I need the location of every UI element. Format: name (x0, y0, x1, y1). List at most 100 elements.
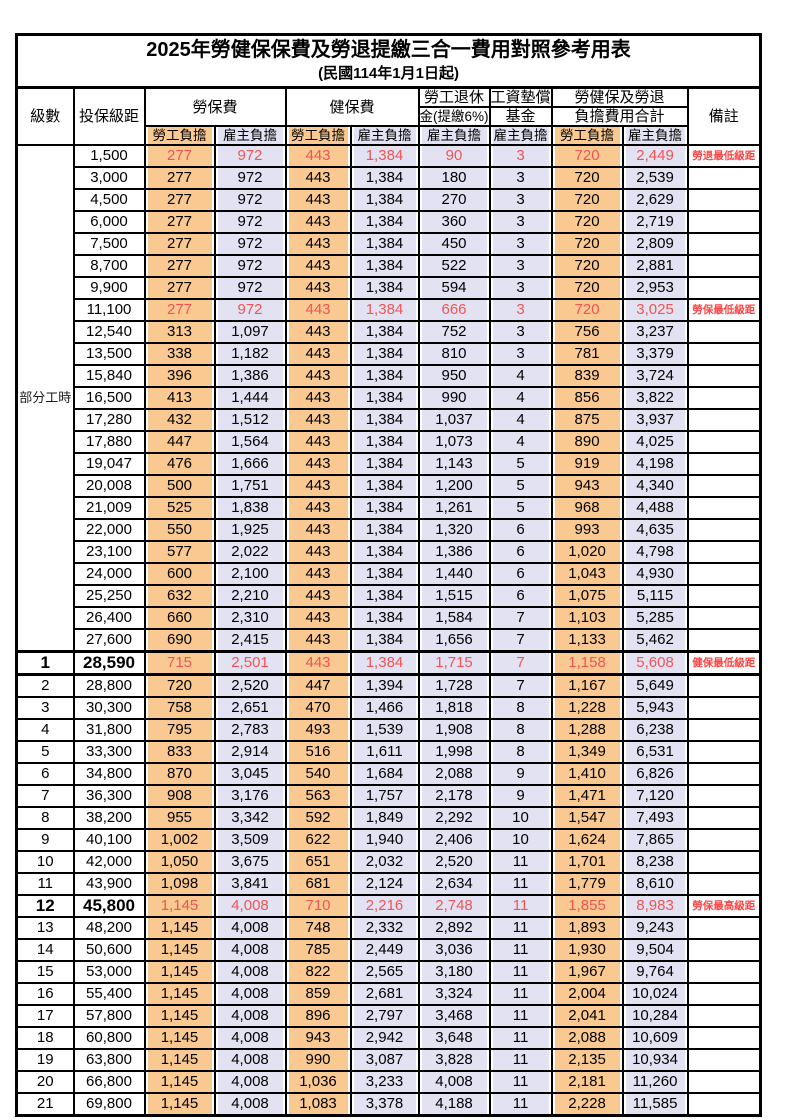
table-row: 8,700 277 972 443 1,384 522 3 720 2,881 (17, 254, 762, 278)
cell-wage-fund-employer: 9 (488, 784, 553, 808)
cell-total-employee: 1,133 (550, 628, 624, 653)
cell-total-employee: 1,701 (550, 850, 624, 874)
cell-labor-employer: 972 (213, 144, 287, 168)
cell-pension-employer: 1,908 (417, 718, 491, 742)
cell-labor-employee: 277 (143, 254, 216, 278)
cell-bracket: 30,300 (72, 696, 146, 720)
cell-remark (686, 960, 762, 984)
table-row: 21 69,800 1,145 4,008 1,083 3,378 4,188 11 2,228… (15, 1092, 762, 1117)
cell-total-employee: 720 (550, 298, 624, 322)
cell-remark (686, 628, 762, 653)
cell-labor-employee: 313 (143, 320, 216, 344)
cell-total-employee: 1,855 (550, 894, 624, 918)
cell-remark (686, 584, 762, 608)
cell-labor-employer: 3,675 (213, 850, 287, 874)
cell-total-employer: 4,198 (621, 452, 689, 476)
table-row: 6 34,800 870 3,045 540 1,684 2,088 9 1,410 6,826 (15, 762, 762, 786)
cell-health-employee: 748 (284, 916, 352, 940)
cell-wage-fund-employer: 3 (488, 254, 553, 278)
cell-health-employer: 2,942 (349, 1026, 420, 1050)
cell-bracket: 20,008 (72, 474, 146, 498)
cell-pension-employer: 450 (417, 232, 491, 256)
cell-labor-employee: 525 (143, 496, 216, 520)
cell-health-employer: 2,449 (349, 938, 420, 962)
cell-labor-employer: 972 (213, 232, 287, 256)
cell-total-employee: 1,349 (550, 740, 624, 764)
cell-pension-employer: 2,406 (417, 828, 491, 852)
cell-total-employer: 2,953 (621, 276, 689, 300)
table-row: 16 55,400 1,145 4,008 859 2,681 3,324 11 2,004 10… (15, 982, 762, 1006)
cell-labor-employee: 1,145 (143, 938, 216, 962)
cell-labor-employer: 2,310 (213, 606, 287, 630)
cell-total-employee: 856 (550, 386, 624, 410)
cell-remark (686, 718, 762, 742)
cell-health-employer: 1,384 (349, 342, 420, 366)
cell-pension-employer: 522 (417, 254, 491, 278)
cell-bracket: 57,800 (72, 1004, 146, 1028)
table-row: 7,500 277 972 443 1,384 450 3 720 2,809 (17, 232, 762, 256)
cell-wage-fund-employer: 11 (488, 938, 553, 962)
cell-bracket: 19,047 (72, 452, 146, 476)
cell-wage-fund-employer: 10 (488, 806, 553, 830)
cell-labor-employee: 1,145 (143, 1070, 216, 1094)
cell-health-employer: 1,849 (349, 806, 420, 830)
col-header-total-line1: 勞健保及勞退 (550, 86, 689, 108)
cell-labor-employer: 1,512 (213, 408, 287, 432)
cell-total-employee: 943 (550, 474, 624, 498)
cell-labor-employer: 972 (213, 276, 287, 300)
cell-pension-employer: 2,178 (417, 784, 491, 808)
cell-labor-employer: 1,925 (213, 518, 287, 542)
cell-wage-fund-employer: 7 (488, 673, 553, 698)
header-row-2: 金(提繳6%) 基金 負擔費用合計 (17, 106, 761, 127)
cell-remark (686, 1070, 762, 1094)
cell-health-employer: 1,384 (349, 452, 420, 476)
table-row: 11,100 277 972 443 1,384 666 3 720 3,025 勞保最低級距 (17, 298, 762, 322)
cell-level: 14 (15, 938, 75, 962)
subheader-labor-employer: 雇主負擔 (213, 125, 287, 146)
cell-labor-employee: 338 (143, 342, 216, 366)
cell-wage-fund-employer: 11 (488, 872, 553, 896)
cell-bracket: 50,600 (72, 938, 146, 962)
cell-labor-employee: 1,145 (143, 1092, 216, 1117)
cell-total-employer: 3,724 (621, 364, 689, 388)
cell-total-employee: 720 (550, 166, 624, 190)
cell-remark (686, 474, 762, 498)
table-row: 9 40,100 1,002 3,509 622 1,940 2,406 10 1,624 7,8… (15, 828, 762, 852)
cell-health-employer: 1,384 (349, 210, 420, 234)
table-row: 23,100 577 2,022 443 1,384 1,386 6 1,020 4,798 (17, 540, 762, 564)
cell-health-employee: 443 (284, 518, 352, 542)
cell-remark: 勞保最高級距 (686, 894, 762, 918)
cell-pension-employer: 1,515 (417, 584, 491, 608)
cell-total-employer: 8,610 (621, 872, 689, 896)
col-header-remark: 備註 (686, 86, 762, 146)
cell-wage-fund-employer: 7 (488, 650, 553, 676)
cell-health-employee: 622 (284, 828, 352, 852)
cell-level: 18 (15, 1026, 75, 1050)
cell-health-employer: 1,384 (349, 144, 420, 168)
cell-pension-employer: 2,748 (417, 894, 491, 918)
cell-bracket: 55,400 (72, 982, 146, 1006)
cell-total-employer: 10,024 (621, 982, 689, 1006)
cell-labor-employer: 1,838 (213, 496, 287, 520)
cell-health-employer: 2,681 (349, 982, 420, 1006)
cell-wage-fund-employer: 3 (488, 232, 553, 256)
cell-total-employee: 1,624 (550, 828, 624, 852)
cell-total-employer: 9,243 (621, 916, 689, 940)
cell-wage-fund-employer: 7 (488, 606, 553, 630)
cell-labor-employee: 277 (143, 276, 216, 300)
cell-bracket: 1,500 (72, 144, 146, 168)
cell-wage-fund-employer: 6 (488, 584, 553, 608)
cell-labor-employer: 1,564 (213, 430, 287, 454)
cell-total-employee: 2,041 (550, 1004, 624, 1028)
cell-pension-employer: 1,037 (417, 408, 491, 432)
cell-labor-employer: 4,008 (213, 960, 287, 984)
cell-remark (686, 232, 762, 256)
col-header-fund-line1: 工資墊償 (488, 86, 553, 108)
cell-total-employer: 6,238 (621, 718, 689, 742)
cell-total-employee: 875 (550, 408, 624, 432)
cell-pension-employer: 1,656 (417, 628, 491, 653)
cell-wage-fund-employer: 3 (488, 188, 553, 212)
cell-labor-employer: 4,008 (213, 1048, 287, 1072)
cell-total-employee: 1,410 (550, 762, 624, 786)
cell-health-employee: 859 (284, 982, 352, 1006)
